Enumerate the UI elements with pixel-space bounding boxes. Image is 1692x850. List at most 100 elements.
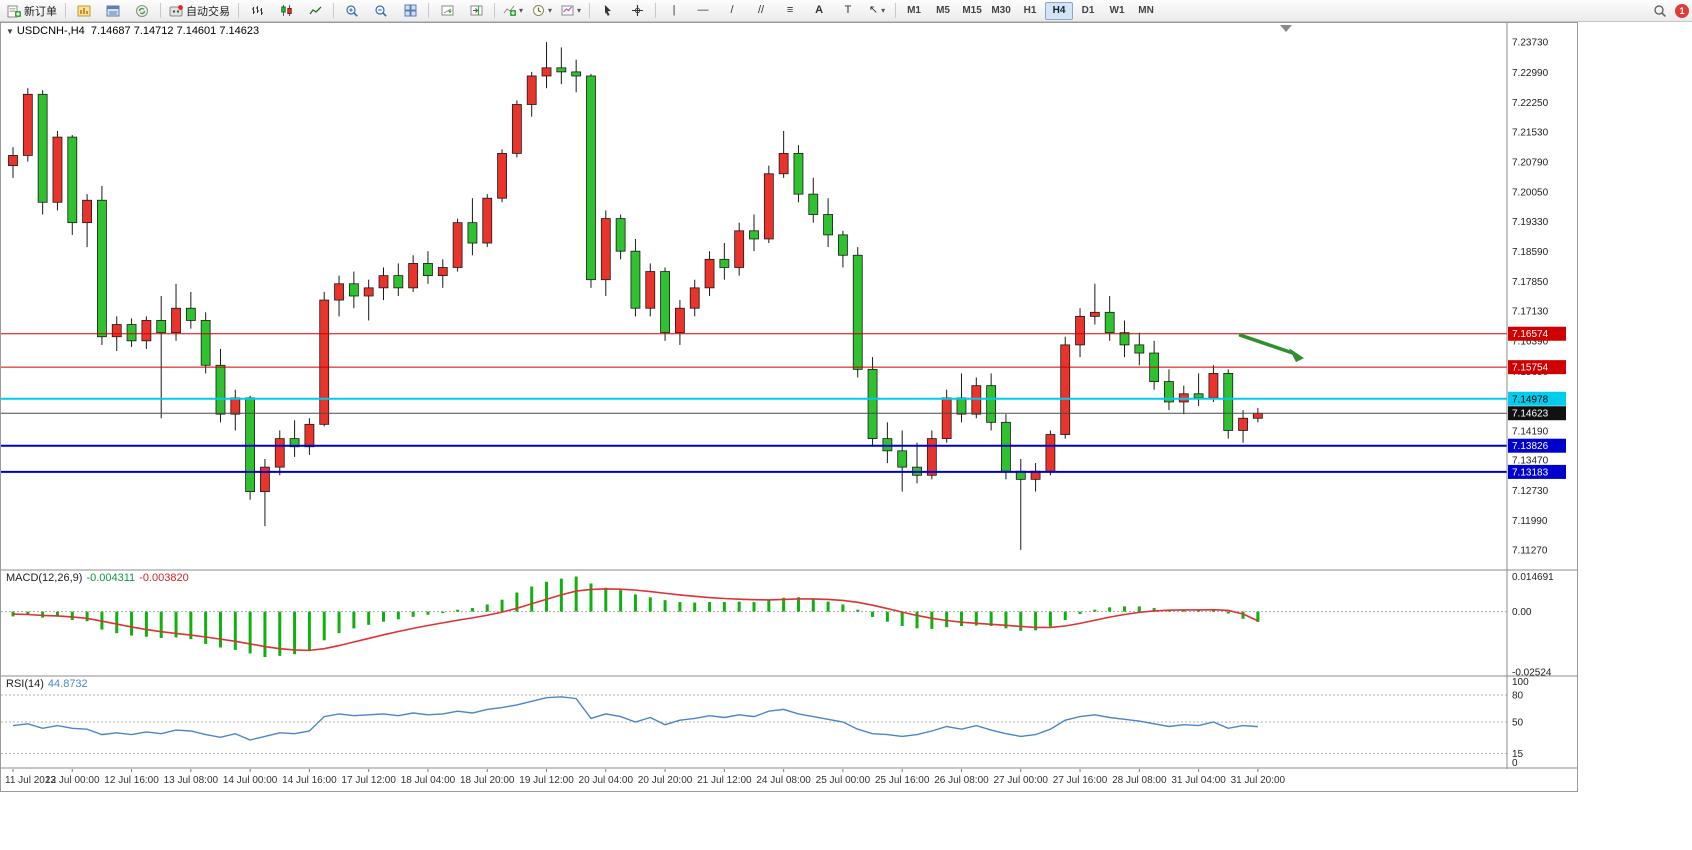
fibonacci-button[interactable]: ≡ xyxy=(776,1,804,21)
horizontal-level-lines xyxy=(1,333,1507,473)
price-tag xyxy=(1508,464,1566,479)
price-axis-label: 7.17130 xyxy=(1512,307,1549,318)
channel-button[interactable]: // xyxy=(747,1,775,21)
time-axis-label: 27 Jul 00:00 xyxy=(994,775,1049,786)
line-chart-button[interactable] xyxy=(301,1,329,21)
price-axis-label: 7.11990 xyxy=(1512,516,1548,527)
arrows-icon: ↖ xyxy=(868,4,879,16)
autotrading-label: 自动交易 xyxy=(186,5,230,18)
timeframe-button-m5[interactable]: M5 xyxy=(936,5,950,16)
time-axis-label: 31 Jul 20:00 xyxy=(1231,775,1286,786)
time-axis-label: 19 Jul 12:00 xyxy=(519,775,574,786)
time-axis-label: 20 Jul 04:00 xyxy=(579,775,634,786)
macd-axis-label: -0.02524 xyxy=(1512,667,1552,678)
time-axis-label: 17 Jul 12:00 xyxy=(341,775,396,786)
templates-caret-icon: ▾ xyxy=(577,5,582,15)
terminal-button[interactable] xyxy=(128,1,156,21)
timeframe-button-w1[interactable]: W1 xyxy=(1109,5,1125,16)
new-order-button[interactable]: 新订单 xyxy=(3,1,61,21)
macd-axis-label: 0.014691 xyxy=(1512,572,1554,583)
bar-chart-icon xyxy=(251,6,263,15)
tile-windows-icon xyxy=(404,4,416,17)
autotrading-button[interactable]: 自动交易 xyxy=(165,1,234,21)
time-axis-label: 27 Jul 16:00 xyxy=(1053,775,1108,786)
time-axis-label: 25 Jul 16:00 xyxy=(875,775,930,786)
price-axis-label: 7.16390 xyxy=(1512,337,1549,348)
cursor-button[interactable] xyxy=(594,1,622,21)
arrows-button[interactable]: ↖ ▾ xyxy=(863,1,891,21)
price-axis-label: 7.22250 xyxy=(1512,98,1549,109)
zoom-out-icon xyxy=(375,4,387,17)
tile-windows-button[interactable] xyxy=(396,1,424,21)
price-axis-label: 7.14190 xyxy=(1512,426,1549,437)
market-watch-button[interactable] xyxy=(70,1,98,21)
rsi-axis-label: 80 xyxy=(1512,691,1524,702)
text-button[interactable]: A xyxy=(805,1,833,21)
zoom-in-button[interactable] xyxy=(338,1,366,21)
templates-icon xyxy=(561,5,574,16)
new-order-label: 新订单 xyxy=(24,5,57,18)
data-window-button[interactable] xyxy=(99,1,127,21)
line-chart-icon xyxy=(308,6,321,15)
price-axis-label: 7.20790 xyxy=(1512,157,1549,168)
price-axis-label: 7.23730 xyxy=(1512,38,1549,49)
bar-chart-button[interactable] xyxy=(243,1,271,21)
search-button[interactable] xyxy=(1646,1,1674,21)
price-tag xyxy=(1508,438,1566,453)
time-axis-label: 24 Jul 08:00 xyxy=(756,775,811,786)
price-axis-label: 7.17850 xyxy=(1512,277,1549,288)
timeframe-button-d1[interactable]: D1 xyxy=(1081,5,1095,16)
toolbar-separator xyxy=(589,3,591,18)
templates-button[interactable]: ▾ xyxy=(557,1,585,21)
price-tag-label: 7.13826 xyxy=(1512,441,1549,452)
price-tag-label: 7.16574 xyxy=(1512,329,1549,340)
zoom-out-button[interactable] xyxy=(367,1,395,21)
rsi-axis-label: 50 xyxy=(1512,718,1524,729)
timeframe-button-m15[interactable]: M15 xyxy=(962,5,982,16)
candlestick-button[interactable] xyxy=(272,1,300,21)
timeframe-button-h4[interactable]: H4 xyxy=(1045,1,1074,20)
horizontal-line-button[interactable]: — xyxy=(689,1,717,21)
timeframe-button-mn[interactable]: MN xyxy=(1138,5,1154,16)
text-icon: A xyxy=(815,4,824,16)
trendline-icon: / xyxy=(730,4,734,16)
channel-icon: // xyxy=(757,4,765,16)
notification-badge[interactable]: 1 xyxy=(1675,3,1689,18)
timeframe-button-h1[interactable]: H1 xyxy=(1023,5,1037,16)
price-tag xyxy=(1508,406,1566,421)
price-tag xyxy=(1508,391,1566,406)
crosshair-button[interactable] xyxy=(623,1,651,21)
toolbar-separator xyxy=(428,3,429,18)
one-click-trading-toggle[interactable]: ▼ xyxy=(6,27,14,36)
auto-scroll-button[interactable] xyxy=(433,1,461,21)
new-order-icon xyxy=(7,5,21,17)
time-axis-label: 31 Jul 04:00 xyxy=(1171,775,1226,786)
trendline-button[interactable]: / xyxy=(718,1,746,21)
price-tag-label: 7.13183 xyxy=(1512,467,1549,478)
chart-canvas[interactable]: 7.23730 7.22990 7.22250 7.21530 7.20790 7.200… xyxy=(1,23,1577,791)
rsi-axis-label: 100 xyxy=(1512,677,1529,688)
price-axis-label: 7.21530 xyxy=(1512,127,1549,138)
indicators-button[interactable]: ▾ xyxy=(499,1,527,21)
search-icon xyxy=(1654,4,1666,17)
cursor-icon xyxy=(605,5,612,16)
timeframe-button-m1[interactable]: M1 xyxy=(907,5,921,16)
time-axis-label: 20 Jul 20:00 xyxy=(638,775,693,786)
data-window-icon xyxy=(106,5,120,16)
chart-shift-marker[interactable] xyxy=(1280,25,1292,32)
vertical-line-button[interactable]: | xyxy=(660,1,688,21)
timeframe-button-m30[interactable]: M30 xyxy=(991,5,1011,16)
price-tag xyxy=(1508,326,1566,341)
periods-button[interactable]: ▾ xyxy=(528,1,556,21)
periods-caret-icon: ▾ xyxy=(548,5,553,15)
trend-arrow-object[interactable] xyxy=(1238,333,1304,363)
macd-axis-label: 0.00 xyxy=(1512,607,1532,618)
text-label-button[interactable]: T xyxy=(834,1,862,21)
rsi-axis-label: 0 xyxy=(1512,758,1518,769)
toolbar-separator xyxy=(655,3,657,18)
price-axis-label: 7.13470 xyxy=(1512,456,1549,467)
chart-shift-button[interactable] xyxy=(462,1,490,21)
zoom-in-icon xyxy=(346,4,358,17)
